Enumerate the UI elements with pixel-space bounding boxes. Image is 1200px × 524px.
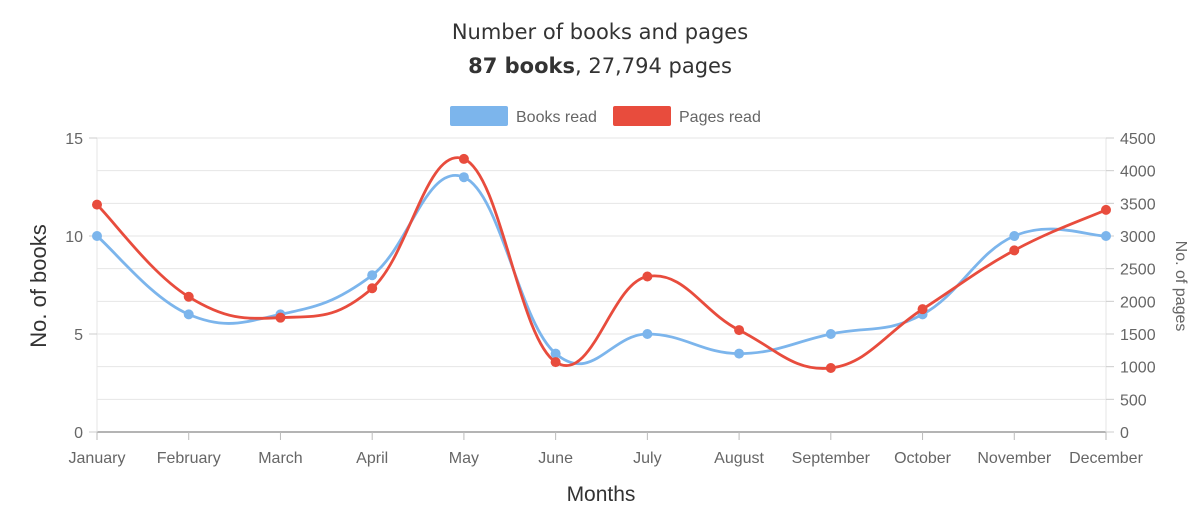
y-tick-label-right: 1500 xyxy=(1120,327,1156,344)
y-axis-title-left: No. of books xyxy=(26,224,51,348)
x-tick-label: December xyxy=(1069,450,1143,467)
data-point-books-read xyxy=(458,172,469,183)
legend: Books read Pages read xyxy=(450,106,761,126)
x-axis-title: Months xyxy=(567,483,636,506)
series-books-read xyxy=(92,172,1111,366)
y-tick-label-right: 2500 xyxy=(1120,262,1156,279)
legend-label-pages-read: Pages read xyxy=(679,109,761,126)
data-point-pages-read xyxy=(1009,245,1020,256)
data-point-pages-read xyxy=(825,362,836,373)
y-tick-label-right: 0 xyxy=(1120,425,1129,442)
x-tick-label: February xyxy=(157,450,221,467)
x-tick-label: June xyxy=(538,450,573,467)
data-point-pages-read xyxy=(458,153,469,164)
y-axis-left: 0 5 10 15 xyxy=(65,131,97,442)
legend-swatch-books-read xyxy=(450,106,508,126)
x-tick-label: March xyxy=(258,450,302,467)
subtitle-pages-count: , 27,794 pages xyxy=(574,54,732,78)
x-tick-label: October xyxy=(894,450,952,467)
x-tick-label: September xyxy=(792,450,871,467)
data-point-pages-read xyxy=(367,283,378,294)
y-tick-label-left: 15 xyxy=(65,131,83,148)
y-tick-label-left: 0 xyxy=(74,425,83,442)
data-point-books-read xyxy=(183,309,194,320)
data-point-books-read xyxy=(550,348,561,359)
series-line-pages-read xyxy=(96,156,1107,370)
y-tick-label-right: 4500 xyxy=(1120,131,1156,148)
x-tick-label: November xyxy=(977,450,1051,467)
grid-lines xyxy=(96,137,1107,433)
y-tick-label-left: 5 xyxy=(74,327,83,344)
data-point-books-read xyxy=(367,270,378,281)
data-point-pages-read xyxy=(92,199,102,210)
y-tick-label-right: 3000 xyxy=(1120,229,1156,246)
data-point-pages-read xyxy=(183,291,194,302)
subtitle-books-count: 87 books xyxy=(468,54,575,78)
x-tick-label: May xyxy=(449,450,479,467)
y-tick-label-left: 10 xyxy=(65,229,83,246)
data-point-books-read xyxy=(734,348,745,359)
data-point-books-read xyxy=(825,329,836,339)
chart-subtitle: 87 books, 27,794 pages xyxy=(0,54,1200,78)
y-axis-title-right: No. of pages xyxy=(1172,241,1189,332)
y-tick-label-right: 500 xyxy=(1120,392,1147,409)
series-pages-read xyxy=(92,153,1111,373)
y-tick-label-right: 1000 xyxy=(1120,360,1156,377)
legend-swatch-pages-read xyxy=(613,106,671,126)
x-tick-label: April xyxy=(356,450,388,467)
x-tick-label: August xyxy=(714,450,764,467)
data-point-books-read xyxy=(1101,231,1111,241)
x-tick-label: July xyxy=(633,450,661,467)
y-tick-label-right: 3500 xyxy=(1120,196,1156,213)
data-point-books-read xyxy=(1009,231,1020,241)
y-axis-right: 0 500 1000 1500 2000 2500 3000 3500 4000 4500 xyxy=(1106,131,1156,442)
series-group xyxy=(92,153,1111,373)
data-point-pages-read xyxy=(1101,204,1111,215)
data-point-pages-read xyxy=(550,357,561,368)
legend-label-books-read: Books read xyxy=(516,109,597,126)
x-axis: January February March April May June July Augu… xyxy=(69,432,1144,467)
data-point-pages-read xyxy=(642,271,653,282)
y-tick-label-right: 2000 xyxy=(1120,294,1156,311)
chart-title: Number of books and pages xyxy=(451,20,749,44)
x-tick-label: January xyxy=(69,450,126,467)
data-point-pages-read xyxy=(734,325,745,336)
data-point-pages-read xyxy=(275,312,286,323)
y-tick-label-right: 4000 xyxy=(1120,164,1156,181)
data-point-books-read xyxy=(92,231,102,241)
data-point-pages-read xyxy=(917,304,928,315)
data-point-books-read xyxy=(642,329,653,339)
